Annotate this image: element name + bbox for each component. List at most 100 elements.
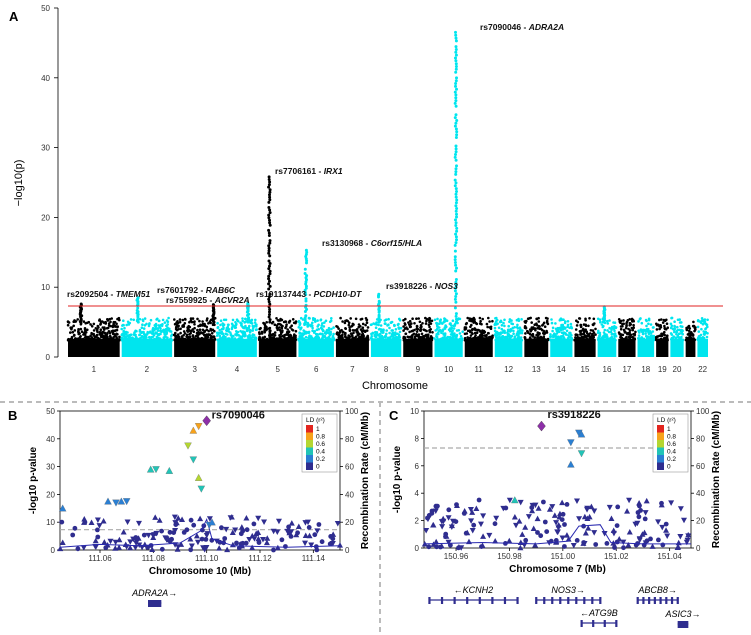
peak-point xyxy=(454,263,458,267)
snp-point xyxy=(482,329,486,333)
snp-point xyxy=(133,540,140,547)
peak-point xyxy=(454,204,458,208)
snp-point xyxy=(116,317,119,321)
snp-point xyxy=(407,321,410,324)
snp-point xyxy=(177,335,181,339)
snp-point xyxy=(154,324,157,328)
snp-point xyxy=(350,337,354,341)
snp-point xyxy=(332,332,335,336)
point-band xyxy=(298,338,334,357)
snp-point xyxy=(445,325,448,329)
snp-point xyxy=(443,332,447,335)
snp-point xyxy=(515,338,518,342)
legend-level-label: 1 xyxy=(667,426,671,433)
y-tick-label: 6 xyxy=(415,462,420,471)
snp-point xyxy=(703,333,706,336)
snp-point xyxy=(452,327,456,330)
snp-point xyxy=(369,336,373,340)
snp-point xyxy=(565,536,572,542)
y2-tick-label: 40 xyxy=(696,489,705,498)
gene-label: ABCB8→ xyxy=(637,585,677,595)
snp-point xyxy=(311,321,314,325)
snp-point xyxy=(507,324,511,328)
snp-point xyxy=(619,336,622,339)
snp-point xyxy=(469,330,472,334)
snp-point xyxy=(197,515,204,522)
gene-exon xyxy=(503,597,507,604)
snp-point xyxy=(483,334,487,337)
snp-point xyxy=(286,529,293,536)
snp-point xyxy=(176,338,179,342)
x-tick-label: 151.02 xyxy=(604,552,629,561)
snp-point xyxy=(452,334,455,338)
snp-point xyxy=(138,328,142,332)
gene-exon xyxy=(478,597,481,604)
snp-point xyxy=(129,333,133,337)
peak-point xyxy=(454,320,458,324)
snp-point xyxy=(212,335,216,338)
snp-point xyxy=(649,323,653,326)
peak-point xyxy=(268,262,272,265)
snp-point xyxy=(72,334,76,337)
snp-point xyxy=(335,332,339,336)
snp-point xyxy=(127,323,131,326)
snp-point xyxy=(519,531,526,537)
snp-point xyxy=(213,329,216,333)
snp-point xyxy=(240,322,243,325)
snp-point xyxy=(279,323,283,327)
point-band xyxy=(494,338,523,357)
snp-point xyxy=(344,338,347,342)
snp-point xyxy=(175,336,178,339)
snp-point xyxy=(299,316,303,320)
snp-point xyxy=(586,338,590,341)
snp-point xyxy=(408,325,412,329)
snp-point xyxy=(491,334,494,338)
snp-point xyxy=(430,319,434,323)
peak-point xyxy=(267,178,271,181)
snp-point xyxy=(587,334,591,338)
snp-point xyxy=(692,320,695,324)
snp-point xyxy=(506,334,510,338)
snp-point xyxy=(625,324,628,328)
snp-point xyxy=(672,335,675,338)
snp-point xyxy=(488,320,491,323)
peak-point xyxy=(454,278,458,281)
peak-point xyxy=(79,302,83,306)
snp-point xyxy=(637,320,640,323)
snp-point xyxy=(182,330,186,333)
snp-point xyxy=(259,326,262,330)
snp-point xyxy=(320,324,324,327)
snp-point xyxy=(246,537,253,543)
peak-point xyxy=(377,313,381,317)
snp-point xyxy=(215,334,219,337)
y2-tick-label: 0 xyxy=(345,546,350,555)
snp-point xyxy=(221,324,225,328)
peak-point xyxy=(268,241,272,245)
snp-point xyxy=(398,330,402,334)
snp-point xyxy=(259,536,266,543)
snp-point xyxy=(477,521,484,528)
snp-point xyxy=(666,326,669,330)
snp-point xyxy=(364,317,368,320)
snp-point xyxy=(80,545,87,551)
snp-point xyxy=(659,338,662,342)
snp-point xyxy=(124,519,131,526)
snp-point xyxy=(678,338,681,342)
panel-b-label: B xyxy=(8,408,17,423)
snp-point xyxy=(77,338,81,342)
peak-point xyxy=(454,153,457,156)
snp-point xyxy=(174,331,177,335)
peak-label-chr5: rs7706161 - IRX1 xyxy=(275,166,343,176)
snp-point xyxy=(633,332,637,336)
peak-point xyxy=(455,130,459,134)
snp-point xyxy=(619,325,623,328)
snp-point xyxy=(594,333,597,336)
snp-point xyxy=(516,331,519,334)
snp-point xyxy=(469,509,476,515)
snp-point xyxy=(648,536,653,542)
peak-point xyxy=(267,206,271,209)
snp-point xyxy=(599,320,602,324)
chromosome-tick-label: 8 xyxy=(384,365,389,374)
snp-point xyxy=(370,332,373,336)
snp-point xyxy=(297,326,301,329)
